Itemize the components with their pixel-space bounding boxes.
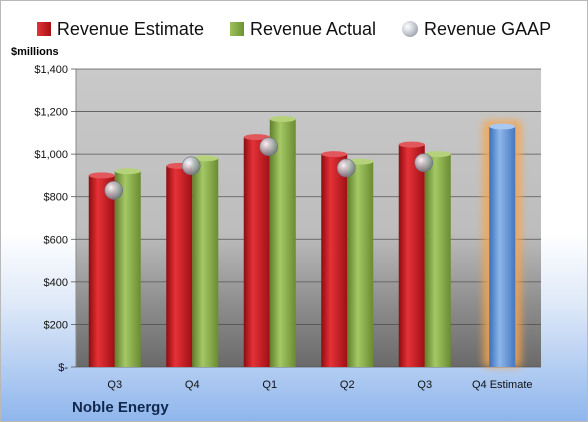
gaap-marker <box>259 137 279 156</box>
legend-swatch-estimate <box>36 22 51 36</box>
gaap-marker <box>414 153 434 172</box>
actual-bar-top <box>192 155 219 162</box>
estimate-bar-top <box>398 141 425 148</box>
x-tick-label: Q3 <box>417 379 432 391</box>
actual-bar-top <box>424 151 451 158</box>
company-name: Noble Energy <box>72 399 169 416</box>
legend-label-gaap: Revenue GAAP <box>424 18 552 39</box>
estimate-bar <box>88 175 115 367</box>
legend-swatch-actual <box>229 22 244 36</box>
gaap-marker <box>336 158 356 178</box>
forecast-bar-top <box>489 123 516 130</box>
estimate-bar <box>398 144 425 367</box>
y-tick-label: $600 <box>44 234 68 246</box>
gaap-marker <box>104 181 124 200</box>
x-tick-label: Q3 <box>107 379 122 391</box>
y-tick-label: $1,200 <box>34 107 68 119</box>
legend-label-estimate: Revenue Estimate <box>56 18 204 39</box>
x-tick-label: Q4 <box>185 379 200 391</box>
actual-bar-top <box>269 116 296 123</box>
y-tick-label: $1,400 <box>34 64 68 76</box>
legend-item-gaap: Revenue GAAP <box>402 19 551 40</box>
estimate-bar-top <box>88 172 115 179</box>
y-tick-label: $400 <box>44 277 68 289</box>
forecast-bar <box>489 126 516 367</box>
x-tick-label: Q1 <box>262 379 277 391</box>
legend-item-estimate: Revenue Estimate <box>36 18 204 40</box>
actual-bar-top <box>114 168 141 175</box>
estimate-bar-top <box>321 151 348 158</box>
legend-label-actual: Revenue Actual <box>249 18 377 39</box>
y-tick-label: $800 <box>44 192 68 204</box>
legend-swatch-gaap <box>402 21 419 37</box>
estimate-bar <box>243 137 270 367</box>
actual-bar <box>192 158 219 367</box>
estimate-bar <box>166 165 193 367</box>
estimate-bar <box>321 154 348 367</box>
plot-background <box>76 69 541 367</box>
y-tick-label: $200 <box>44 319 68 331</box>
x-tick-label: Q4 Estimate <box>472 379 533 391</box>
gaap-marker <box>181 156 201 176</box>
estimate-bar-top <box>243 134 270 141</box>
y-tick-label: $- <box>58 362 68 374</box>
actual-bar <box>269 119 296 368</box>
legend: Revenue Estimate Revenue Actual Revenue … <box>1 15 587 43</box>
units-label: $millions <box>11 46 59 58</box>
actual-bar <box>347 161 374 367</box>
actual-bar <box>424 154 451 367</box>
y-tick-label: $1,000 <box>34 149 68 161</box>
x-tick-label: Q2 <box>340 379 355 391</box>
legend-item-actual: Revenue Actual <box>229 18 377 40</box>
actual-bar <box>114 171 141 367</box>
